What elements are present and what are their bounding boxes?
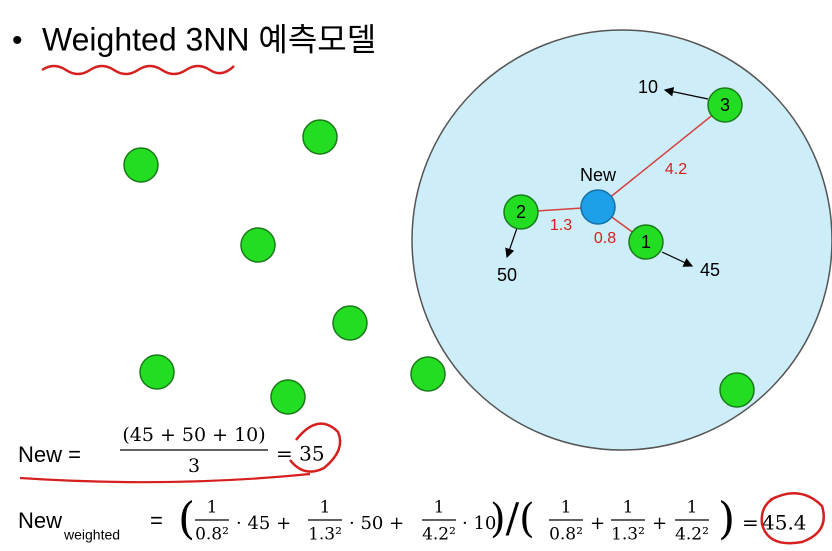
new-node (580, 189, 616, 225)
factor: · 10 (462, 513, 496, 534)
numerator: 1 (320, 498, 331, 518)
node-value: 45 (700, 260, 720, 280)
distance-label: 1.3 (550, 217, 572, 234)
paren: ( (178, 494, 195, 545)
arrow (663, 87, 709, 100)
denominator: 0.8² (195, 525, 229, 545)
points (123, 119, 755, 415)
denominator: 0.8² (549, 525, 583, 545)
numerator: (45 + 50 + 10) (122, 424, 265, 446)
neighborhood-circle (411, 29, 832, 451)
denominator: 4.2² (675, 525, 709, 545)
neighbor-node (503, 194, 539, 230)
divide: )/( (490, 496, 535, 542)
numerator: 1 (623, 498, 634, 518)
node-rank: 3 (720, 95, 730, 115)
node-rank: 2 (516, 202, 526, 222)
numerator: 1 (561, 498, 572, 518)
node-rank: 1 (641, 232, 651, 252)
point (270, 379, 306, 415)
point (139, 354, 175, 390)
op: + (590, 513, 605, 534)
denominator: 1.3² (611, 525, 645, 545)
underline-squiggle (41, 64, 235, 76)
point (719, 372, 755, 408)
point (302, 119, 338, 155)
point (240, 227, 276, 263)
neighbor-node (707, 87, 743, 123)
circle-annotation (760, 492, 825, 545)
node-value: 50 (497, 265, 517, 285)
equals: = (150, 508, 163, 533)
factor: · 45 + (236, 513, 291, 534)
denominator: 1.3² (308, 525, 342, 545)
formula-lhs: New = (18, 442, 81, 467)
numerator: 1 (207, 498, 218, 518)
subscript: weighted (63, 527, 120, 543)
underline-annotation (19, 472, 311, 484)
point (123, 147, 159, 183)
result: 45.4 (762, 511, 807, 535)
numerator: 1 (434, 498, 445, 518)
paren: ) (718, 494, 735, 545)
result: = 35 (276, 442, 325, 466)
circle-annotation (289, 422, 342, 473)
equals: = (742, 511, 759, 535)
point (332, 305, 368, 341)
fractions: 1 0.8² 1 1.3² 1 4.2² 1 0.8² 1 1.3² 1 4.2² (195, 498, 709, 545)
point (410, 356, 446, 392)
slide-title: Weighted 3NN 예측모델 (42, 21, 376, 57)
bullet: • (12, 24, 23, 57)
distance-line (597, 104, 726, 208)
op: + (652, 513, 667, 534)
distance-label: 4.2 (665, 161, 687, 178)
formula-lhs: New (18, 508, 62, 533)
distance-label: 0.8 (594, 230, 616, 247)
node-value: 10 (638, 77, 658, 97)
value-arrows (505, 87, 709, 267)
neighbor-node (628, 224, 664, 260)
factor: · 50 + (349, 513, 404, 534)
arrow (505, 227, 518, 259)
new-label: New (580, 165, 617, 185)
numerator: 1 (687, 498, 698, 518)
denominator: 3 (188, 455, 200, 477)
denominator: 4.2² (422, 525, 456, 545)
arrow (661, 251, 694, 267)
